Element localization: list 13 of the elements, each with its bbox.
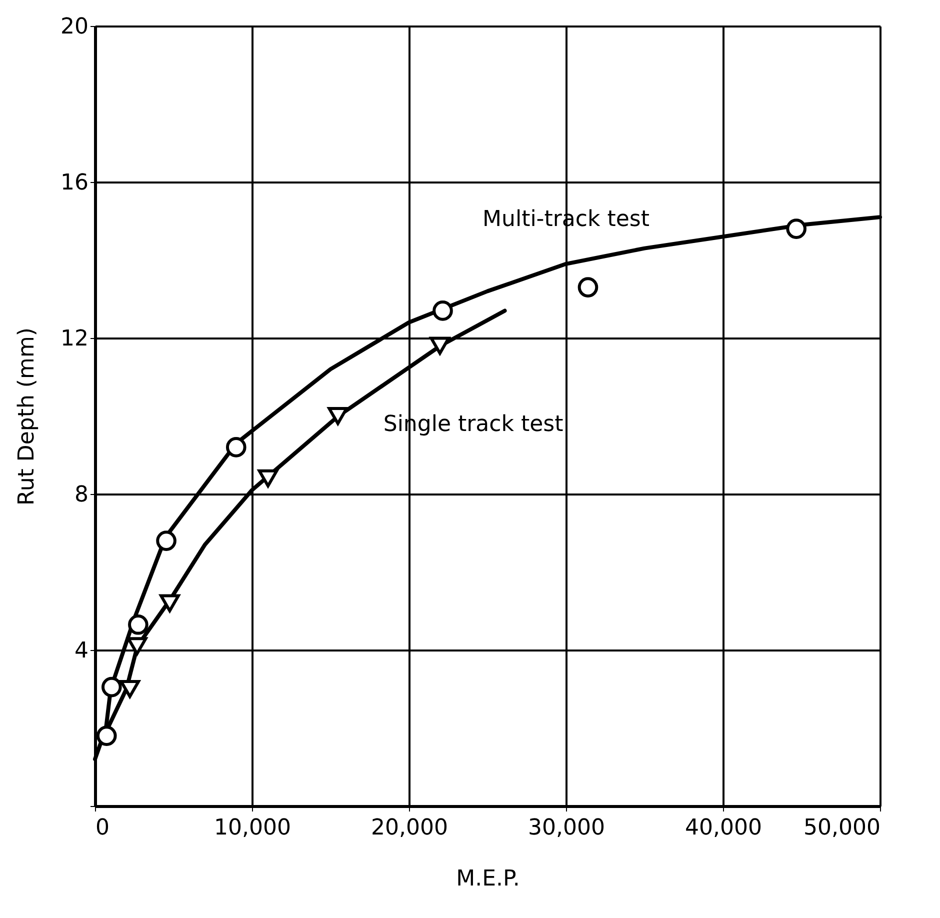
x-tick-label: 30,000 xyxy=(528,816,605,840)
x-tick-label: 50,000 xyxy=(804,816,880,840)
y-tick-label: 8 xyxy=(74,482,88,508)
x-axis-title: M.E.P. xyxy=(456,866,520,892)
x-tick-label: 0 xyxy=(96,816,110,840)
x-tick-label: 40,000 xyxy=(685,816,762,840)
y-tick-label: 16 xyxy=(60,170,88,196)
y-tick-label: 12 xyxy=(60,326,88,352)
x-tick-label: 20,000 xyxy=(371,816,448,840)
y-axis-title: Rut Depth (mm) xyxy=(14,328,40,506)
y-tick-label: 20 xyxy=(60,14,88,40)
y-tick-label: 4 xyxy=(74,638,88,664)
x-tick-label: 10,000 xyxy=(214,816,291,840)
